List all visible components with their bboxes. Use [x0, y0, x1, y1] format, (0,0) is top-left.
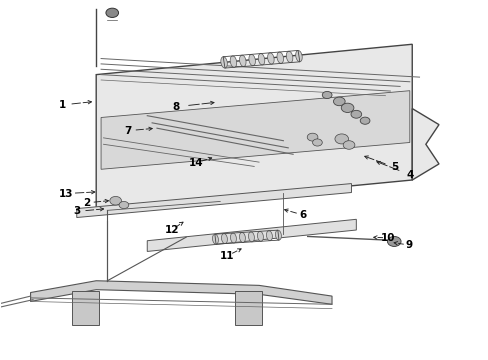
Ellipse shape — [230, 56, 236, 67]
Text: 7: 7 — [124, 126, 131, 136]
Ellipse shape — [267, 53, 274, 64]
Circle shape — [110, 197, 121, 205]
Circle shape — [312, 139, 322, 146]
Bar — [72, 291, 99, 325]
Polygon shape — [30, 281, 331, 304]
Circle shape — [341, 103, 353, 112]
Circle shape — [343, 141, 354, 149]
Circle shape — [334, 134, 348, 144]
Text: 12: 12 — [164, 225, 179, 235]
Circle shape — [360, 117, 369, 124]
Ellipse shape — [276, 52, 283, 63]
Text: 9: 9 — [405, 240, 411, 250]
Text: 5: 5 — [391, 162, 398, 172]
Ellipse shape — [248, 54, 255, 66]
Polygon shape — [77, 184, 351, 217]
Ellipse shape — [257, 231, 263, 241]
Polygon shape — [101, 91, 409, 169]
Ellipse shape — [221, 57, 227, 68]
Circle shape — [119, 202, 128, 208]
Ellipse shape — [212, 234, 218, 244]
Ellipse shape — [275, 230, 281, 240]
Text: 6: 6 — [299, 210, 306, 220]
Ellipse shape — [258, 54, 264, 65]
Circle shape — [350, 111, 361, 118]
Ellipse shape — [286, 51, 292, 63]
Ellipse shape — [230, 233, 236, 243]
Ellipse shape — [295, 50, 302, 62]
Text: 11: 11 — [220, 251, 234, 261]
Text: 4: 4 — [406, 170, 413, 180]
Ellipse shape — [266, 231, 272, 241]
Circle shape — [386, 237, 400, 247]
Polygon shape — [147, 219, 356, 251]
Text: 2: 2 — [82, 198, 90, 208]
Ellipse shape — [239, 55, 245, 67]
Circle shape — [322, 91, 331, 99]
Text: 8: 8 — [172, 102, 180, 112]
Ellipse shape — [221, 234, 227, 244]
Circle shape — [333, 97, 345, 106]
Polygon shape — [411, 109, 438, 180]
Text: 10: 10 — [380, 233, 394, 243]
Text: 13: 13 — [58, 189, 73, 199]
Text: 14: 14 — [188, 158, 203, 168]
Ellipse shape — [239, 233, 245, 242]
Bar — [234, 291, 261, 325]
Circle shape — [306, 133, 317, 141]
Circle shape — [106, 8, 118, 18]
Text: 1: 1 — [59, 100, 66, 110]
Polygon shape — [96, 44, 411, 210]
Ellipse shape — [248, 232, 254, 242]
Text: 3: 3 — [73, 206, 80, 216]
